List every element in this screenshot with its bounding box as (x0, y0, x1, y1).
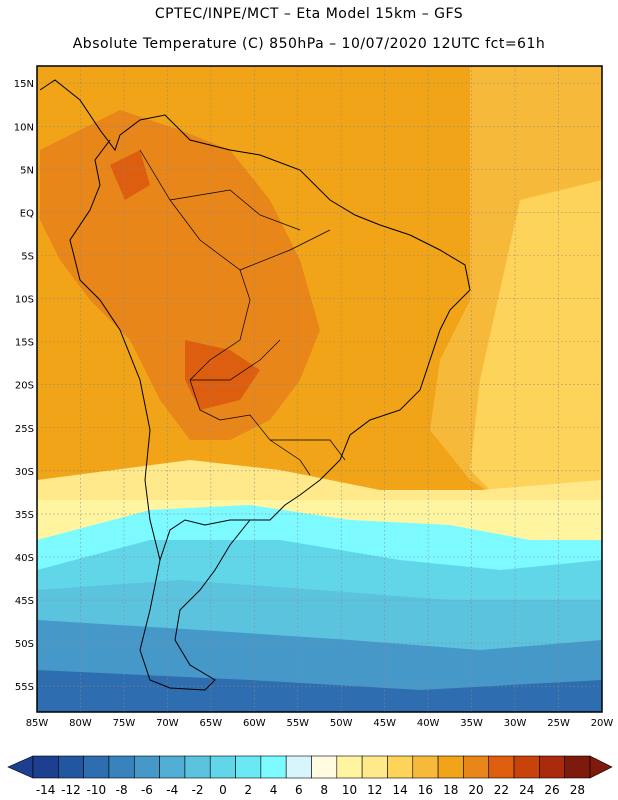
colorbar-label: 6 (295, 783, 303, 797)
colorbar: -14 -12 -10 -8 -6 -4 -2 0 2 4 6 8 10 12 14 16 18 20 22 24 26… (7, 755, 613, 797)
colorbar-label: 26 (544, 783, 559, 797)
temp-band-continent-20 (40, 110, 320, 440)
colorbar-swatch (58, 755, 84, 779)
lat-tick-label: 15S (15, 338, 34, 349)
colorbar-swatch (437, 755, 464, 779)
lon-tick-labels: 85W 80W 75W 70W 65W 60W 55W 50W 45W 40W 35W 30W 25W 2… (26, 718, 614, 729)
colorbar-label: 4 (270, 783, 278, 797)
lat-tick-label: EQ (20, 208, 34, 219)
colorbar-swatch (336, 755, 363, 779)
temp-band-south-neg8 (37, 670, 602, 712)
colorbar-label: -4 (166, 783, 178, 797)
colorbar-swatch (235, 755, 262, 779)
colorbar-label: -8 (116, 783, 128, 797)
lon-tick-label: 55W (286, 718, 309, 729)
lat-tick-label: 25S (15, 424, 34, 435)
coastline (39, 79, 471, 691)
chart-title-line2: Absolute Temperature (C) 850hPa – 10/07/… (72, 36, 546, 52)
lat-tick-label: 50S (15, 639, 34, 650)
lon-tick-label: 85W (26, 718, 49, 729)
lat-tick-label: 55S (15, 682, 34, 693)
chart-title-line1: CPTEC/INPE/MCT – Eta Model 15km – GFS (154, 6, 464, 22)
colorbar-swatch (564, 755, 591, 779)
lat-tick-label: 40S (15, 553, 34, 564)
lon-tick-label: 50W (330, 718, 353, 729)
colorbar-swatch (108, 755, 135, 779)
colorbar-label: 8 (320, 783, 328, 797)
lat-tick-label: 45S (15, 596, 34, 607)
colorbar-label: 12 (367, 783, 382, 797)
colorbar-label: 22 (494, 783, 509, 797)
lon-tick-label: 75W (113, 718, 136, 729)
temp-band-atlantic-14 (470, 180, 602, 540)
lat-tick-label: 10S (15, 295, 34, 306)
lon-tick-label: 60W (243, 718, 266, 729)
colorbar-swatch (387, 755, 414, 779)
colorbar-swatch (513, 755, 540, 779)
lat-tick-labels: 15N 10N 5N EQ 5S 10S 15S 20S 25S 30S 35S 40S 45S 50S 5… (14, 79, 34, 693)
temp-band-continent-22 (185, 340, 260, 410)
colorbar-swatch (412, 755, 439, 779)
colorbar-label: 2 (244, 783, 252, 797)
colorbar-label: 28 (570, 783, 585, 797)
colorbar-label: 24 (519, 783, 534, 797)
temperature-map: 15N 10N 5N EQ 5S 10S 15S 20S 25S 30S 35S 40S 45S 50S 5… (14, 65, 614, 729)
colorbar-swatch (285, 755, 312, 779)
lat-tick-label: 10N (14, 122, 34, 133)
colorbar-swatch (361, 755, 388, 779)
lon-tick-label: 80W (69, 718, 92, 729)
temp-band-continent-22-north (110, 150, 150, 200)
colorbar-swatch (260, 755, 287, 779)
colorbar-label: 0 (219, 783, 227, 797)
colorbar-swatch (133, 755, 160, 779)
colorbar-swatch (184, 755, 211, 779)
colorbar-label: 20 (468, 783, 483, 797)
country-borders (139, 149, 346, 476)
colorbar-swatch (83, 755, 110, 779)
colorbar-label: -10 (86, 783, 106, 797)
lon-tick-label: 65W (200, 718, 223, 729)
colorbar-swatch (32, 755, 59, 779)
lon-tick-label: 45W (373, 718, 396, 729)
colorbar-swatch (463, 755, 490, 779)
lon-tick-label: 20W (591, 718, 614, 729)
colorbar-swatch (539, 755, 565, 779)
colorbar-label: 16 (418, 783, 433, 797)
colorbar-swatch (159, 755, 186, 779)
colorbar-label: -14 (36, 783, 56, 797)
lat-tick-label: 20S (15, 381, 34, 392)
lon-tick-label: 30W (504, 718, 527, 729)
colorbar-label: -12 (61, 783, 81, 797)
colorbar-label: -6 (141, 783, 153, 797)
colorbar-label: 18 (443, 783, 458, 797)
lat-tick-label: 5N (20, 165, 34, 176)
colorbar-label: 14 (392, 783, 407, 797)
lat-tick-label: 15N (14, 79, 34, 90)
colorbar-swatch (488, 755, 515, 779)
colorbar-swatch (209, 755, 236, 779)
lon-tick-label: 40W (417, 718, 440, 729)
lat-tick-label: 5S (21, 251, 34, 262)
map-frame (36, 65, 603, 713)
lon-tick-label: 70W (156, 718, 179, 729)
lon-tick-label: 25W (547, 718, 570, 729)
lat-tick-label: 30S (15, 467, 34, 478)
lat-tick-label: 35S (15, 510, 34, 521)
colorbar-arrow-high (589, 755, 613, 779)
colorbar-swatch (311, 755, 338, 779)
colorbar-label: 10 (342, 783, 357, 797)
colorbar-arrow-low (7, 755, 34, 779)
lon-tick-label: 35W (460, 718, 483, 729)
colorbar-label: -2 (192, 783, 204, 797)
